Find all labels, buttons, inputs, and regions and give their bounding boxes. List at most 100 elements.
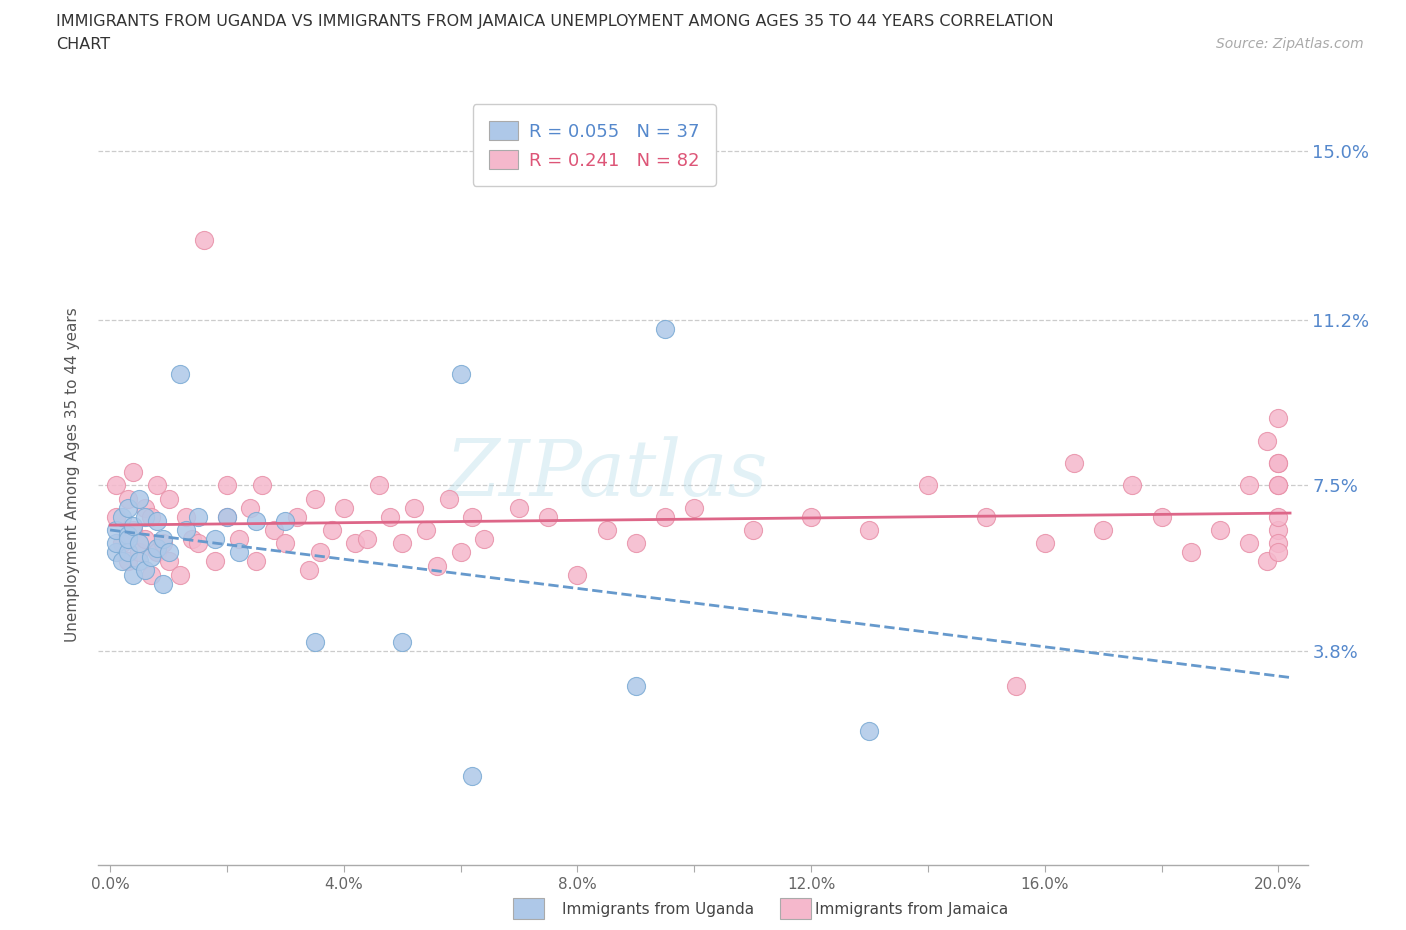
Point xyxy=(1256,554,1278,569)
Point xyxy=(134,510,156,525)
Point xyxy=(858,724,880,738)
Point xyxy=(321,523,343,538)
Point xyxy=(134,532,156,547)
Point xyxy=(117,554,139,569)
Point xyxy=(122,465,145,480)
Point xyxy=(139,510,162,525)
Text: Source: ZipAtlas.com: Source: ZipAtlas.com xyxy=(1216,37,1364,51)
Point xyxy=(111,536,134,551)
Point xyxy=(472,532,495,547)
Point xyxy=(1121,478,1143,493)
Point xyxy=(391,634,413,649)
Point xyxy=(624,679,647,694)
Text: IMMIGRANTS FROM UGANDA VS IMMIGRANTS FROM JAMAICA UNEMPLOYMENT AMONG AGES 35 TO : IMMIGRANTS FROM UGANDA VS IMMIGRANTS FRO… xyxy=(56,14,1054,29)
Point xyxy=(111,554,134,569)
Point xyxy=(157,545,180,560)
Point xyxy=(169,366,191,381)
Point xyxy=(1237,478,1260,493)
Point xyxy=(117,527,139,542)
Point xyxy=(180,532,202,547)
Point xyxy=(1267,545,1289,560)
Point xyxy=(104,545,127,560)
Point xyxy=(1267,456,1289,471)
Point xyxy=(146,540,169,555)
Point xyxy=(304,491,326,506)
Point xyxy=(1237,536,1260,551)
Point xyxy=(128,536,150,551)
Point xyxy=(1092,523,1115,538)
Point xyxy=(104,478,127,493)
Point xyxy=(741,523,763,538)
Text: Immigrants from Jamaica: Immigrants from Jamaica xyxy=(815,902,1008,917)
Point xyxy=(193,232,215,247)
Point xyxy=(152,536,174,551)
Point xyxy=(146,478,169,493)
Point xyxy=(128,491,150,506)
Point xyxy=(1267,456,1289,471)
Point xyxy=(800,510,823,525)
Point xyxy=(1063,456,1085,471)
Point xyxy=(1267,536,1289,551)
Point xyxy=(380,510,402,525)
Point xyxy=(104,510,127,525)
Point xyxy=(111,510,134,525)
Point xyxy=(187,510,209,525)
Point xyxy=(128,554,150,569)
Point xyxy=(122,523,145,538)
Point xyxy=(1256,433,1278,448)
Point xyxy=(1150,510,1173,525)
Point xyxy=(624,536,647,551)
Point xyxy=(461,510,484,525)
Text: Immigrants from Uganda: Immigrants from Uganda xyxy=(562,902,755,917)
Point xyxy=(567,567,589,582)
Point xyxy=(1267,478,1289,493)
Point xyxy=(152,532,174,547)
Point xyxy=(274,536,297,551)
Point xyxy=(215,478,238,493)
Point xyxy=(204,532,226,547)
Point xyxy=(274,513,297,528)
Point xyxy=(169,567,191,582)
Point xyxy=(146,513,169,528)
Point xyxy=(139,550,162,565)
Point xyxy=(104,536,127,551)
Text: ZIPatlas: ZIPatlas xyxy=(446,436,768,512)
Point xyxy=(204,554,226,569)
Point xyxy=(239,500,262,515)
Point xyxy=(263,523,285,538)
Legend: R = 0.055   N = 37, R = 0.241   N = 82: R = 0.055 N = 37, R = 0.241 N = 82 xyxy=(472,104,716,186)
Point xyxy=(245,513,267,528)
Point xyxy=(1004,679,1026,694)
Point xyxy=(1267,510,1289,525)
Y-axis label: Unemployment Among Ages 35 to 44 years: Unemployment Among Ages 35 to 44 years xyxy=(65,307,80,642)
Point xyxy=(146,545,169,560)
Point xyxy=(117,532,139,547)
Point xyxy=(117,545,139,560)
Point xyxy=(134,563,156,578)
Point xyxy=(304,634,326,649)
Point xyxy=(117,500,139,515)
Point xyxy=(1267,411,1289,426)
Point xyxy=(139,567,162,582)
Point xyxy=(402,500,425,515)
Point xyxy=(595,523,617,538)
Point xyxy=(1180,545,1202,560)
Point xyxy=(1267,523,1289,538)
Point xyxy=(122,518,145,533)
Point xyxy=(917,478,939,493)
Point xyxy=(215,510,238,525)
Point xyxy=(187,536,209,551)
Point xyxy=(344,536,367,551)
Point xyxy=(654,510,676,525)
Point xyxy=(215,510,238,525)
Point xyxy=(228,545,250,560)
Point xyxy=(450,366,472,381)
Point xyxy=(1209,523,1232,538)
Point xyxy=(157,491,180,506)
Point xyxy=(122,567,145,582)
Point xyxy=(174,510,197,525)
Point xyxy=(152,577,174,591)
Point xyxy=(117,491,139,506)
Point xyxy=(391,536,413,551)
Point xyxy=(134,500,156,515)
